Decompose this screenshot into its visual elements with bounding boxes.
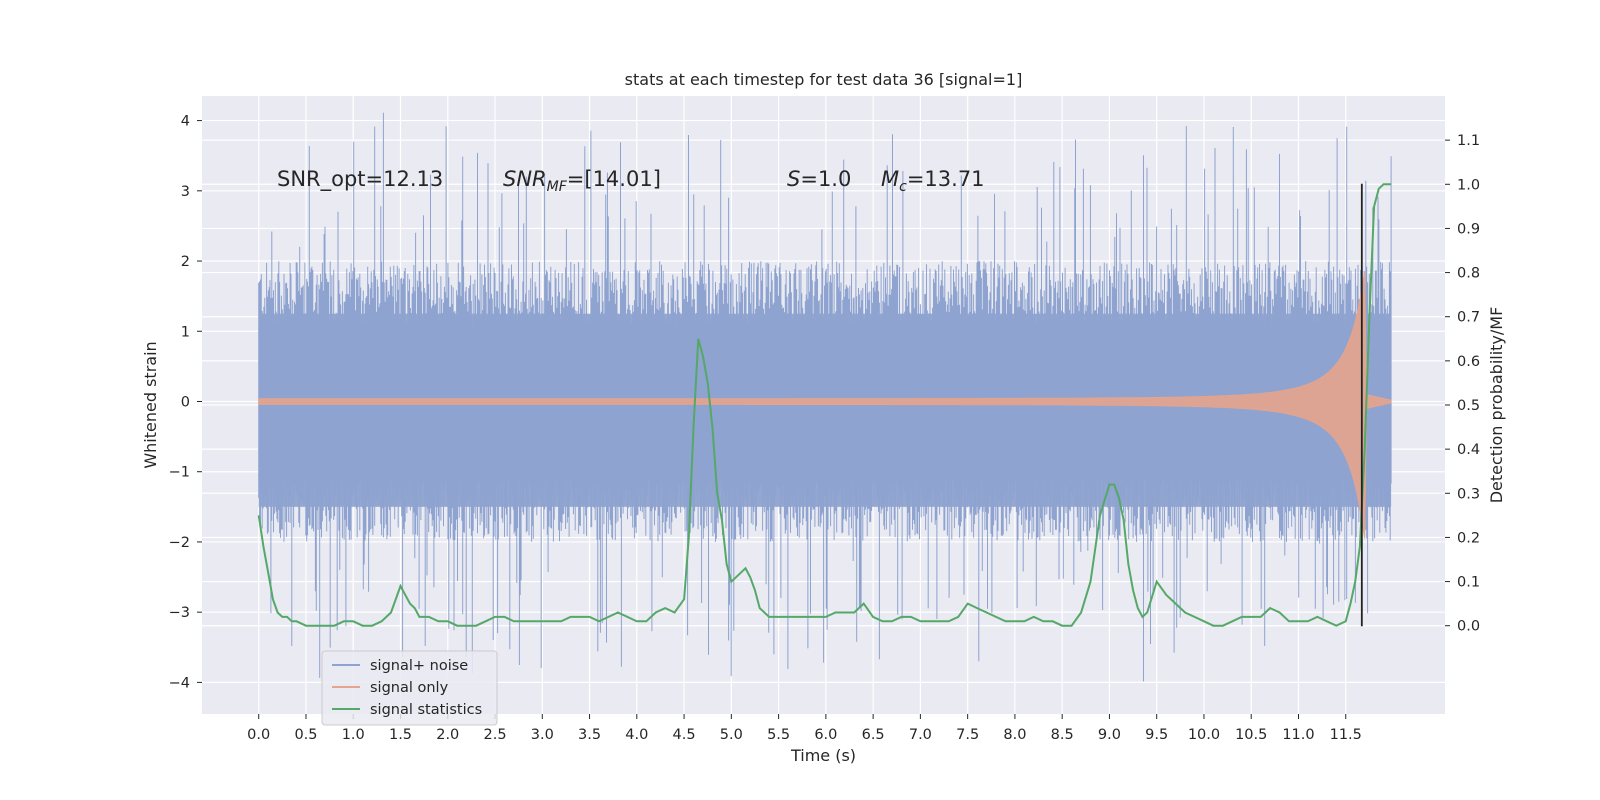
x-tick-label: 3.5 [578, 727, 601, 743]
x-tick-label: 1.5 [389, 727, 412, 743]
y-tick-label: 3 [181, 184, 190, 200]
x-tick-label: 11.0 [1282, 727, 1314, 743]
y-right-tick-label: 0.0 [1457, 619, 1480, 635]
y-tick-label: 0 [181, 394, 190, 410]
y-tick-label: −3 [169, 605, 190, 621]
x-tick-label: 0.5 [294, 727, 317, 743]
x-tick-label: 9.5 [1145, 727, 1168, 743]
x-tick-label: 1.0 [342, 727, 365, 743]
x-tick-label: 5.0 [720, 727, 743, 743]
y-tick-label: −1 [169, 465, 190, 481]
annotation-part: =13.71 [907, 167, 985, 191]
annotation-part: S [787, 167, 800, 191]
annotation-part: =1.0 [800, 167, 851, 191]
y-right-tick-label: 0.2 [1457, 530, 1480, 546]
annotation-part: =[14.01] [567, 167, 661, 191]
series-layer [257, 112, 1392, 682]
y-right-tick-label: 0.3 [1457, 486, 1480, 502]
annotation-part: c [899, 179, 907, 195]
y-tick-label: 2 [181, 254, 190, 270]
tick-marks [197, 120, 1450, 719]
y-right-tick-label: 0.5 [1457, 398, 1480, 414]
chart-title: stats at each timestep for test data 36 … [625, 70, 1023, 89]
y-right-tick-label: 0.4 [1457, 442, 1480, 458]
annotation-part: SNR_opt=12.13 [277, 167, 443, 192]
x-tick-label: 10.5 [1235, 727, 1267, 743]
legend-label: signal only [370, 680, 449, 696]
legend-box [321, 650, 498, 726]
legend-label: signal+ noise [370, 658, 468, 674]
x-axis-title: Time (s) [790, 746, 856, 765]
x-tick-label: 4.5 [673, 727, 696, 743]
legend-label: signal statistics [370, 702, 482, 718]
annotation-part: M [881, 167, 899, 191]
x-tick-label: 0.0 [247, 727, 270, 743]
x-tick-label: 6.5 [862, 727, 885, 743]
y-tick-label: 4 [181, 114, 190, 130]
y-right-tick-label: 0.1 [1457, 575, 1480, 591]
x-tick-label: 8.0 [1003, 727, 1026, 743]
y-axis-title: Whitened strain [141, 341, 160, 468]
y-right-tick-label: 0.6 [1457, 354, 1480, 370]
x-tick-label: 6.0 [814, 727, 837, 743]
annotation: SNRMF=[14.01] [503, 167, 661, 195]
x-tick-label: 7.5 [956, 727, 979, 743]
x-tick-label: 5.5 [767, 727, 790, 743]
annotation-part: SNR [503, 167, 547, 191]
x-tick-label: 3.0 [531, 727, 554, 743]
x-tick-label: 2.5 [483, 727, 506, 743]
y-right-tick-label: 1.0 [1457, 177, 1480, 193]
x-tick-label: 11.5 [1330, 727, 1362, 743]
x-tick-label: 8.5 [1051, 727, 1074, 743]
annotation: S=1.0 [787, 167, 851, 191]
y-right-axis-title: Detection probability/MF [1487, 307, 1506, 504]
x-tick-label: 7.0 [909, 727, 932, 743]
series-signal-only [258, 270, 1392, 539]
annotations: SNR_opt=12.13 SNRMF=[14.01] S=1.0 Mc=13.71 [277, 167, 985, 195]
y-tick-label: −2 [169, 535, 190, 551]
x-tick-label: 2.0 [436, 727, 459, 743]
annotation: SNR_opt=12.13 [277, 167, 443, 192]
y-right-tick-label: 0.8 [1457, 266, 1480, 282]
legend: signal+ noise signal only signal statistic… [321, 650, 498, 726]
y-right-tick-label: 1.1 [1457, 133, 1480, 149]
y-tick-label: −4 [169, 675, 190, 691]
y-right-tick-label: 0.7 [1457, 310, 1480, 326]
x-tick-label: 4.0 [625, 727, 648, 743]
y-tick-label: 1 [181, 324, 190, 340]
x-tick-label: 9.0 [1098, 727, 1121, 743]
x-tick-label: 10.0 [1188, 727, 1220, 743]
tick-labels: 0.0 0.5 1.0 1.5 2.0 2.5 3.0 3.5 4.0 4.5 5.0 5.5 6.0 6… [169, 114, 1480, 743]
annotation-part: MF [547, 179, 568, 195]
annotation: Mc=13.71 [881, 167, 985, 195]
y-right-tick-label: 0.9 [1457, 221, 1480, 237]
series-signal-statistics [257, 183, 1392, 627]
